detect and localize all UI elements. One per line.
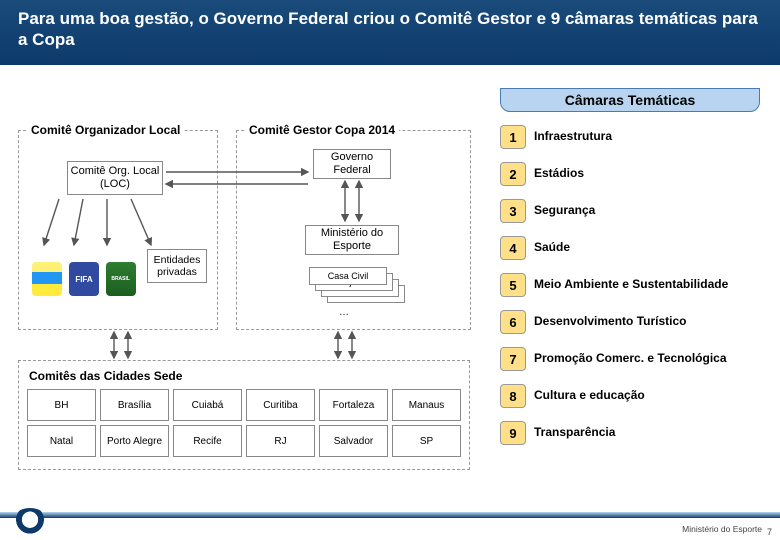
camara-num: 7 xyxy=(500,347,526,371)
camara-num: 6 xyxy=(500,310,526,334)
camara-row: 9 Transparência xyxy=(500,416,760,450)
camara-num: 1 xyxy=(500,125,526,149)
city-cell: RJ xyxy=(246,425,315,457)
city-cell: Porto Alegre xyxy=(100,425,169,457)
header: Para uma boa gestão, o Governo Federal c… xyxy=(0,0,780,65)
page-title: Para uma boa gestão, o Governo Federal c… xyxy=(18,8,762,51)
camara-row: 3 Segurança xyxy=(500,194,760,228)
city-cell: Salvador xyxy=(319,425,388,457)
city-cell: Recife xyxy=(173,425,242,457)
cbf-logo xyxy=(32,262,62,296)
city-cell: Cuiabá xyxy=(173,389,242,421)
box-loc: Comitê Org. Local (LOC) xyxy=(67,161,163,195)
camara-label: Desenvolvimento Turístico xyxy=(534,315,686,329)
box-ministerio-esporte: Ministério do Esporte xyxy=(305,225,399,255)
camara-num: 2 xyxy=(500,162,526,186)
camara-num: 4 xyxy=(500,236,526,260)
city-cell: Brasília xyxy=(100,389,169,421)
panel-gestor-copa: Comitê Gestor Copa 2014 Governo Federal … xyxy=(236,130,471,330)
camara-row: 5 Meio Ambiente e Sustentabilidade xyxy=(500,268,760,302)
city-cell: Manaus xyxy=(392,389,461,421)
camara-num: 8 xyxy=(500,384,526,408)
city-cell: Natal xyxy=(27,425,96,457)
fifa-logo: FIFA xyxy=(69,262,99,296)
box-governo-federal: Governo Federal xyxy=(313,149,391,179)
down-arrows xyxy=(18,328,478,364)
camara-row: 7 Promoção Comerc. e Tecnológica xyxy=(500,342,760,376)
panel-ccs-title: Comitês das Cidades Sede xyxy=(29,369,182,383)
camara-label: Meio Ambiente e Sustentabilidade xyxy=(534,278,728,292)
camara-label: Estádios xyxy=(534,167,584,181)
camaras-list: 1 Infraestrutura 2 Estádios 3 Segurança 4 Saúde… xyxy=(500,120,760,450)
logo-strip: FIFA BRASIL xyxy=(29,251,139,307)
camaras-header: Câmaras Temáticas xyxy=(500,88,760,112)
panel-cidades-sede: Comitês das Cidades Sede BHBrasíliaCuiab… xyxy=(18,360,470,470)
footer-ministry: Ministério do Esporte xyxy=(682,524,762,534)
city-cell: Fortaleza xyxy=(319,389,388,421)
camara-label: Saúde xyxy=(534,241,570,255)
camara-num: 5 xyxy=(500,273,526,297)
camara-row: 6 Desenvolvimento Turístico xyxy=(500,305,760,339)
footer-line xyxy=(0,512,780,518)
camara-label: Cultura e educação xyxy=(534,389,645,403)
footer-logo-icon xyxy=(12,508,48,534)
panel-cgc-title: Comitê Gestor Copa 2014 xyxy=(245,123,399,137)
city-grid: BHBrasíliaCuiabáCuritibaFortalezaManaus N… xyxy=(27,389,461,457)
panel-col-title: Comitê Organizador Local xyxy=(27,123,184,137)
page-number: 7 xyxy=(767,527,772,537)
camara-num: 9 xyxy=(500,421,526,445)
camara-label: Segurança xyxy=(534,204,595,218)
stack-ministerios: Planejamento Casa Civil … xyxy=(309,267,407,327)
box-entidades: Entidades privadas xyxy=(147,249,207,283)
camara-label: Infraestrutura xyxy=(534,130,612,144)
camara-num: 3 xyxy=(500,199,526,223)
city-cell: BH xyxy=(27,389,96,421)
city-cell: Curitiba xyxy=(246,389,315,421)
camara-label: Transparência xyxy=(534,426,615,440)
panel-organizador-local: Comitê Organizador Local Comitê Org. Loc… xyxy=(18,130,218,330)
city-cell: SP xyxy=(392,425,461,457)
camara-label: Promoção Comerc. e Tecnológica xyxy=(534,352,727,366)
camara-row: 2 Estádios xyxy=(500,157,760,191)
brasil-logo: BRASIL xyxy=(106,262,136,296)
camara-row: 1 Infraestrutura xyxy=(500,120,760,154)
camara-row: 8 Cultura e educação xyxy=(500,379,760,413)
camara-row: 4 Saúde xyxy=(500,231,760,265)
